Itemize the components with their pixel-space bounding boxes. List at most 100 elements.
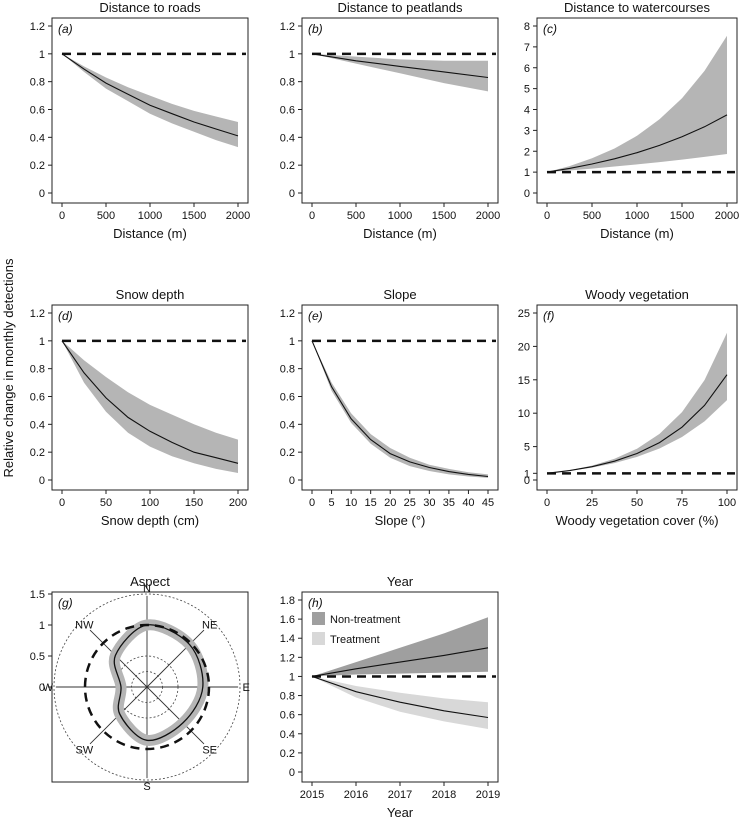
y-tick-label: 20 [518,341,530,353]
x-tick-label: 0 [59,210,65,222]
panel-title: Distance to watercourses [564,0,710,15]
x-tick-label: 200 [229,497,247,509]
direction-label: SE [202,745,217,757]
x-axis-label: Distance (m) [363,226,437,241]
direction-label: N [143,583,151,595]
y-tick-label: 0.2 [30,447,45,459]
y-tick-label: 1 [289,49,295,61]
confidence-band [312,53,488,92]
x-tick-label: 1500 [182,210,206,222]
reference-circle [83,623,211,751]
series-line [113,624,204,741]
polar-grid-circle [53,593,241,781]
x-tick-label: 0 [544,497,550,509]
y-tick-label: 0 [39,682,45,694]
series-line [546,374,728,474]
x-axis-label: Distance (m) [600,226,674,241]
panel-title: Snow depth [116,287,185,302]
polar-spoke [146,686,205,745]
x-tick-label: 1000 [138,210,162,222]
y-tick-label: 0.2 [30,160,45,172]
y-tick-label: 0.4 [30,132,45,144]
x-tick-label: 1000 [625,210,649,222]
polar-spoke [146,629,205,688]
panel-letter: (e) [308,309,323,323]
x-tick-label: 500 [583,210,601,222]
y-tick-label: 0.2 [280,748,295,760]
x-tick-label: 40 [462,497,474,509]
y-tick-label: 1.2 [280,21,295,33]
panel-d: Snow depth (d) 0 0.2 0.4 0.6 0.8 1 1.2 0 50 100 150 2… [30,287,249,528]
direction-label: NE [202,619,217,631]
y-tick-label: 1.5 [30,589,45,601]
confidence-band [312,617,488,677]
y-tick-label: 15 [518,375,530,387]
y-tick-label: 0 [39,475,45,487]
direction-label: E [243,682,250,694]
panel-letter: (f) [543,309,554,323]
x-axis-label: Distance (m) [113,226,187,241]
x-tick-label: 2016 [344,789,368,801]
x-tick-label: 75 [676,497,688,509]
y-tick-label: 0 [39,188,45,200]
panel-letter: (h) [308,596,323,610]
panel-frame [301,17,499,204]
panel-h: Year (h) 0 0.2 0.4 0.6 0.8 1 1.2 1.4 1.6 1.8 2015 201… [280,574,501,820]
x-tick-label: 0 [59,497,65,509]
chart-panels: Distance to roads(a)00.20.40.60.811.20 50… [30,0,740,820]
x-tick-label: 30 [423,497,435,509]
panel-letter: (b) [308,22,323,36]
x-tick-label: 0 [544,210,550,222]
y-tick-label: 3 [524,125,530,137]
y-tick-label: 0.4 [280,132,295,144]
series-line [546,114,728,173]
y-tick-label: 1.2 [280,308,295,320]
x-tick-label: 1500 [670,210,694,222]
legend-label: Non-treatment [330,614,400,626]
y-tick-label: 0.4 [280,419,295,431]
panel-title: Aspect [130,574,170,589]
panel-letter: (c) [543,22,557,36]
y-tick-label: 8 [524,21,530,33]
x-tick-label: 2000 [226,210,250,222]
x-axis-label: Slope (°) [375,513,426,528]
x-tick-label: 25 [404,497,416,509]
x-tick-label: 0 [309,210,315,222]
y-tick-label: 1 [524,167,530,179]
y-tick-label: 4 [524,105,530,117]
x-tick-label: 100 [141,497,159,509]
panel-b: Distance to peatlands (b) 0 0.2 0.4 0.6 0.8 1 1.… [280,0,501,241]
panel-title: Slope [383,287,416,302]
x-tick-label: 50 [631,497,643,509]
confidence-band [547,332,727,474]
panel-frame [301,304,499,491]
panel-a: Distance to roads (a) 0 0.2 0.4 0.6 0.8 1 1.2 0 50… [30,0,251,241]
y-tick-label: 2 [524,146,530,158]
x-tick-label: 1000 [388,210,412,222]
x-tick-label: 1500 [432,210,456,222]
y-tick-label: 0.6 [280,105,295,117]
y-tick-label: 0.2 [280,447,295,459]
y-tick-label: 0.8 [30,77,45,89]
y-tick-label: 0.5 [30,651,45,663]
x-tick-label: 2015 [300,789,324,801]
y-tick-label: 1.8 [280,595,295,607]
y-tick-label: 10 [518,408,530,420]
panel-letter: (a) [58,22,73,36]
confidence-band [547,35,727,173]
y-tick-label: 5 [524,442,530,454]
x-tick-label: 500 [97,210,115,222]
confidence-band [62,340,238,473]
y-tick-label: 0 [289,188,295,200]
series-line [311,647,489,677]
x-tick-label: 15 [365,497,377,509]
y-tick-label: 1 [39,620,45,632]
y-tick-label: 1.2 [280,652,295,664]
confidence-band [62,53,238,148]
y-tick-label: 0.4 [280,729,295,741]
y-tick-label: 0 [524,475,530,487]
y-tick-label: 0 [289,767,295,779]
x-tick-label: 150 [185,497,203,509]
